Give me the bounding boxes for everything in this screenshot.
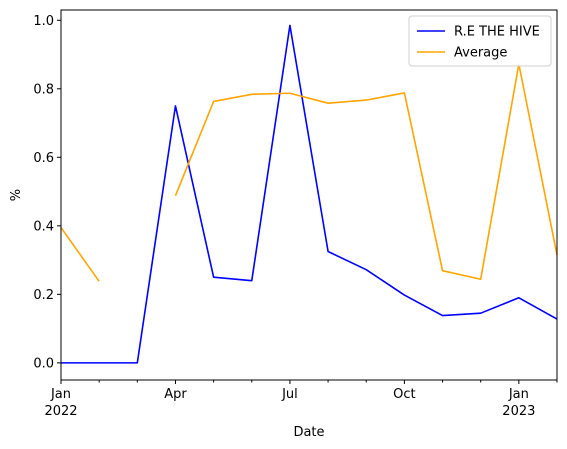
y-tick-label: 0.8 xyxy=(33,82,54,97)
y-tick-label: 0.0 xyxy=(33,356,54,371)
x-tick-label: Jan xyxy=(508,387,529,402)
y-tick-label: 1.0 xyxy=(33,14,54,29)
x-tick-label: Apr xyxy=(164,387,187,402)
legend-box xyxy=(408,15,552,67)
series-line-1 xyxy=(61,24,558,364)
series-line-2 xyxy=(60,63,558,282)
legend: R.E THE HIVE Average xyxy=(408,15,552,67)
y-tick-label: 0.4 xyxy=(33,219,54,234)
plot-lines xyxy=(60,24,558,364)
x-tick-label: Oct xyxy=(393,387,415,402)
y-tick-label: 0.6 xyxy=(33,151,54,166)
x-tick-label: Jan xyxy=(50,387,71,402)
x-tick-label: Jul xyxy=(281,387,298,402)
y-tick-label: 0.2 xyxy=(33,288,54,303)
plot-frame xyxy=(60,9,558,381)
legend-label: R.E THE HIVE xyxy=(454,25,540,40)
x-axis: Jan 2022 Apr Jul Oct Jan 2023 xyxy=(44,380,558,419)
y-axis: 0.0 0.2 0.4 0.6 0.8 1.0 xyxy=(33,14,61,371)
legend-label: Average xyxy=(454,46,507,61)
x-axis-label: Date xyxy=(293,425,324,440)
y-axis-label: % xyxy=(9,189,24,201)
x-tick-year-label: 2022 xyxy=(44,404,77,419)
x-tick-year-label: 2023 xyxy=(502,404,535,419)
